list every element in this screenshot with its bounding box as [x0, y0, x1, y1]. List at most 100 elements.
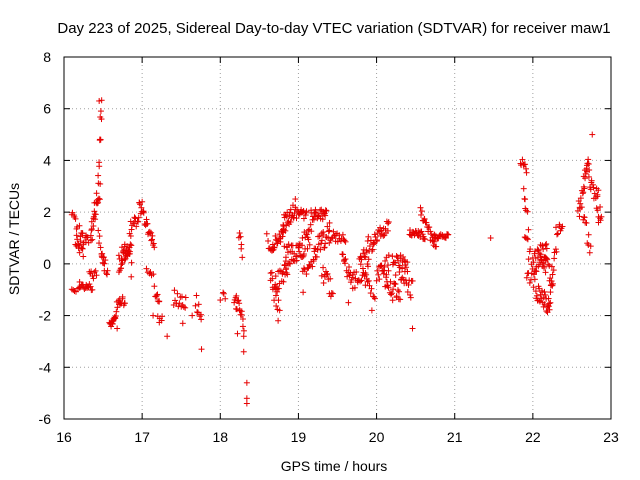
data-point: [303, 271, 310, 278]
data-point: [429, 237, 436, 244]
data-point: [583, 219, 590, 226]
data-point: [322, 207, 329, 214]
x-axis-label: GPS time / hours: [281, 458, 388, 474]
data-point: [387, 278, 394, 285]
data-point: [233, 292, 240, 299]
data-point: [95, 195, 102, 202]
data-point: [97, 244, 104, 251]
data-point: [591, 190, 598, 197]
data-point: [238, 308, 245, 315]
data-point: [321, 244, 328, 251]
data-point: [389, 297, 396, 304]
data-point: [268, 269, 275, 276]
data-point: [119, 259, 126, 266]
data-point: [300, 215, 307, 222]
data-point: [310, 216, 317, 223]
data-point: [384, 262, 391, 269]
data-point: [300, 289, 307, 296]
y-axis-label: SDTVAR / TECUs: [6, 183, 22, 295]
data-point: [89, 236, 96, 243]
data-point: [537, 251, 544, 258]
data-point: [535, 247, 542, 254]
data-point: [306, 262, 313, 269]
data-point: [385, 220, 392, 227]
data-point: [79, 230, 86, 237]
data-point: [426, 224, 433, 231]
data-point: [303, 208, 310, 215]
data-point: [541, 288, 548, 295]
data-point: [523, 274, 530, 281]
data-point: [113, 308, 120, 315]
data-point: [361, 253, 368, 260]
data-point: [396, 264, 403, 271]
data-point: [409, 277, 416, 284]
data-point: [286, 260, 293, 267]
data-point: [322, 240, 329, 247]
data-point: [396, 288, 403, 295]
data-point: [368, 285, 375, 292]
data-point: [281, 226, 288, 233]
data-point: [149, 232, 156, 239]
data-point: [239, 323, 246, 330]
data-point: [326, 219, 333, 226]
x-tick-label: 16: [56, 429, 72, 445]
data-point: [303, 231, 310, 238]
data-point: [118, 261, 125, 268]
data-point: [587, 243, 594, 250]
data-point: [293, 215, 300, 222]
data-point: [279, 233, 286, 240]
data-point: [550, 267, 557, 274]
y-tick-label: 8: [43, 49, 51, 65]
data-point: [544, 256, 551, 263]
data-point: [276, 231, 283, 238]
data-point: [442, 235, 449, 242]
data-point: [538, 256, 545, 263]
data-point: [374, 237, 381, 244]
data-point: [597, 203, 604, 210]
data-point: [172, 297, 179, 304]
data-point: [393, 253, 400, 260]
data-point: [553, 224, 560, 231]
data-point: [115, 252, 122, 259]
data-point: [598, 213, 605, 220]
data-point: [586, 249, 593, 256]
data-point: [418, 208, 425, 215]
data-point: [576, 213, 583, 220]
data-point: [445, 231, 452, 238]
data-point: [79, 245, 86, 252]
data-point: [282, 227, 289, 234]
data-point: [431, 231, 438, 238]
data-point: [272, 273, 279, 280]
data-point: [530, 259, 537, 266]
data-point: [409, 325, 416, 332]
data-point: [193, 292, 200, 299]
data-point: [526, 279, 533, 286]
data-point: [345, 299, 352, 306]
data-point: [151, 244, 158, 251]
x-tick-label: 22: [525, 429, 541, 445]
data-point: [370, 239, 377, 246]
data-point: [533, 268, 540, 275]
data-point: [93, 190, 100, 197]
data-point: [293, 253, 300, 260]
data-point: [72, 288, 79, 295]
data-point: [104, 267, 111, 274]
data-point: [238, 241, 245, 248]
data-point: [358, 256, 365, 263]
data-point: [127, 241, 134, 248]
data-point: [392, 272, 399, 279]
data-point: [96, 159, 103, 166]
data-point: [88, 268, 95, 275]
x-tick-label: 23: [603, 429, 619, 445]
data-point: [536, 298, 543, 305]
data-point: [101, 260, 108, 267]
data-point: [546, 300, 553, 307]
data-point: [143, 216, 150, 223]
data-point: [524, 208, 531, 215]
data-point: [121, 241, 128, 248]
data-point: [595, 219, 602, 226]
data-point: [102, 257, 109, 264]
data-point: [81, 286, 88, 293]
data-point: [324, 270, 331, 277]
y-tick-label: 4: [43, 152, 51, 168]
